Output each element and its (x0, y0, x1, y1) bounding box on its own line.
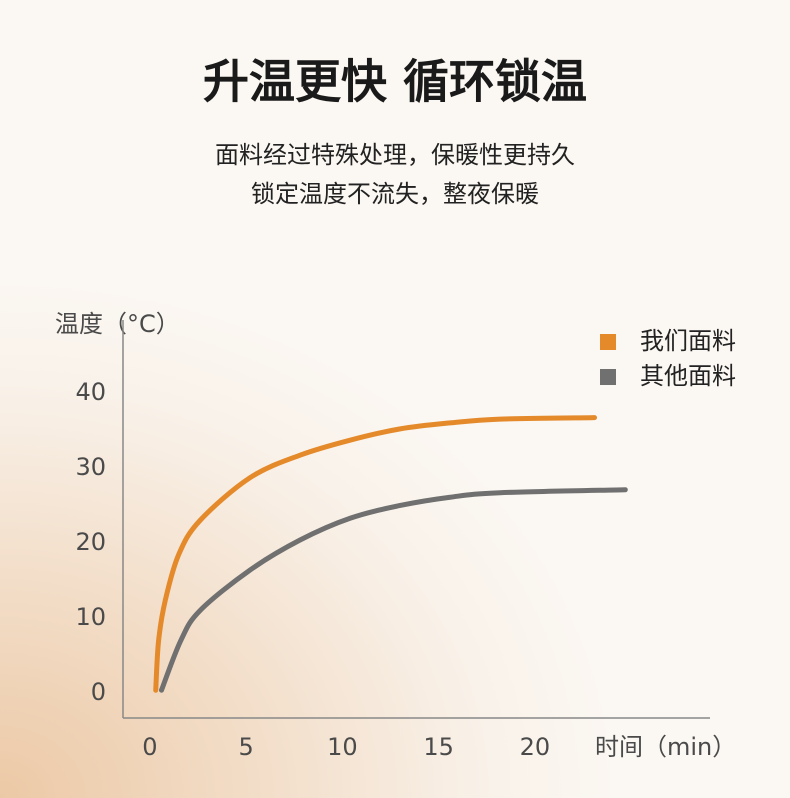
legend-swatch (600, 334, 616, 350)
x-axis-label: 时间（min） (595, 733, 736, 761)
x-tick-label: 15 (423, 733, 454, 761)
x-tick-label: 5 (239, 733, 254, 761)
x-tick-label: 0 (142, 733, 157, 761)
legend-swatch (600, 369, 616, 385)
title: 升温更快 循环锁温 (203, 55, 587, 109)
y-tick-label: 30 (75, 453, 106, 481)
subtitle: 锁定温度不流失，整夜保暖 (251, 180, 539, 208)
y-tick-label: 0 (91, 678, 106, 706)
y-axis-label: 温度（°C） (55, 310, 180, 338)
legend-label: 我们面料 (640, 327, 736, 355)
x-tick-label: 20 (520, 733, 551, 761)
y-tick-label: 20 (75, 528, 106, 556)
y-tick-label: 10 (75, 603, 106, 631)
line (158, 487, 628, 693)
line (153, 415, 598, 693)
y-tick-label: 40 (75, 378, 106, 406)
x-tick-label: 10 (327, 733, 358, 761)
subtitle: 面料经过特殊处理，保暖性更持久 (215, 141, 575, 169)
legend-label: 其他面料 (640, 362, 736, 390)
